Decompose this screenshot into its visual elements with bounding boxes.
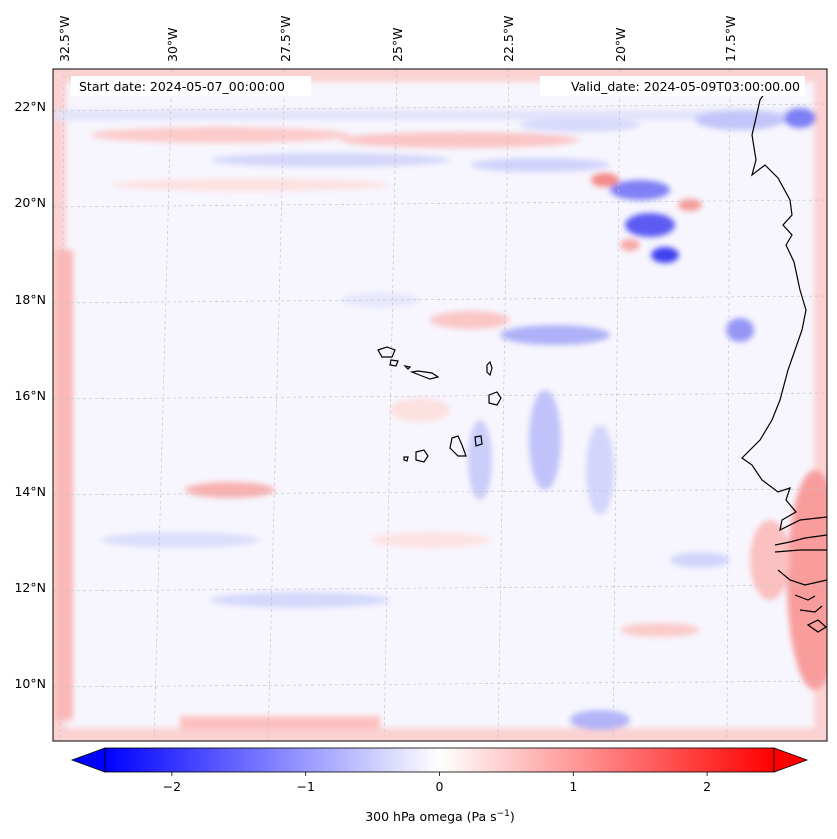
colorbar-label-exponent: −1 [497, 809, 510, 819]
island-maio [474, 435, 483, 447]
start-date-label: Start date: 2024-05-07_00:00:00 [79, 79, 285, 94]
omega-field [53, 69, 827, 741]
colorbar-extend-high [773, 747, 809, 773]
field-patch [430, 311, 510, 329]
lat-label-14n: 14°N [14, 484, 46, 499]
meridian-22-5w [497, 69, 510, 741]
field-patch [784, 108, 816, 128]
field-patch [340, 292, 420, 308]
guinea-bissau-coastline [777, 569, 827, 633]
gambia-coastline [774, 534, 827, 553]
field-patch [695, 110, 785, 130]
field-patch [678, 199, 702, 211]
start-date-box [71, 76, 311, 96]
island-brava [403, 456, 409, 462]
valid-date-box [540, 76, 805, 96]
field-south-edge [180, 716, 380, 730]
field-patch [726, 318, 754, 342]
lon-label-27-5w: 27.5°W [278, 16, 293, 62]
field-patch [651, 247, 679, 263]
colorbar-tick-label: 2 [703, 779, 711, 794]
lat-label-10n: 10°N [14, 676, 46, 691]
field-patch [750, 520, 790, 600]
island-sao-vicente [389, 359, 399, 367]
field-patch [100, 532, 260, 548]
lon-label-20w: 20°W [613, 27, 628, 62]
island-sal [486, 360, 493, 377]
map-frame [52, 68, 828, 742]
colorbar-ticks [171, 772, 708, 776]
african-coastline [741, 84, 827, 532]
colorbar-label: 300 hPa omega (Pa s−1) [365, 809, 515, 824]
colorbar: −2 −1 0 1 2 300 hPa omega (Pa s−1) [70, 747, 809, 824]
colorbar-ramp [104, 747, 775, 773]
field-patch [370, 532, 490, 548]
field-patch [625, 213, 675, 237]
coastlines [377, 84, 827, 633]
colorbar-tick-label: 0 [436, 779, 444, 794]
meridian-25w [383, 69, 398, 741]
field-patch [591, 173, 619, 187]
island-santa-luzia [403, 365, 412, 370]
lat-label-16n: 16°N [14, 388, 46, 403]
meridian-27-5w [267, 69, 286, 741]
field-patch [529, 390, 561, 490]
lat-label-12n: 12°N [14, 580, 46, 595]
field-patch [586, 425, 614, 515]
field-patch [468, 420, 492, 500]
colorbar-tick-labels: −2 −1 0 1 2 [163, 779, 711, 794]
meridian-17-5w [726, 69, 731, 741]
colorbar-tick-label: −2 [163, 779, 181, 794]
island-santiago [449, 435, 467, 457]
island-boa-vista [488, 391, 502, 406]
lon-label-25w: 25°W [390, 27, 405, 62]
map-panel: Start date: 2024-05-07_00:00:00 Valid_da… [52, 68, 828, 742]
longitude-labels: 32.5°W 30°W 27.5°W 25°W 22.5°W 20°W 17.5… [57, 16, 738, 62]
field-patch [787, 470, 827, 690]
field-patch [570, 710, 630, 730]
field-patch [520, 118, 640, 132]
colorbar-extend-low [70, 747, 106, 773]
lon-label-17-5w: 17.5°W [723, 16, 738, 62]
latitude-labels: 22°N 20°N 18°N 16°N 14°N 12°N 10°N [14, 99, 46, 691]
field-patch [620, 239, 640, 251]
field-patch [340, 132, 580, 148]
colorbar-label-suffix: ) [510, 809, 515, 824]
field-patch [210, 153, 450, 167]
colorbar-tick-label: 1 [569, 779, 577, 794]
field-patch [620, 623, 700, 637]
lon-label-30w: 30°W [165, 27, 180, 62]
valid-date-label: Valid_date: 2024-05-09T03:00:00.00 [571, 79, 800, 94]
field-patch [470, 158, 610, 172]
island-fogo [415, 449, 429, 463]
field-north-band [55, 110, 795, 120]
island-sao-nicolau [409, 370, 440, 380]
field-patch [210, 592, 390, 608]
field-patch [390, 398, 450, 422]
colorbar-label-prefix: 300 hPa omega (Pa s [365, 809, 496, 824]
colorbar-tick-label: −1 [296, 779, 314, 794]
field-west-edge [55, 250, 73, 720]
island-santo-antao [377, 346, 396, 358]
field-patch [670, 552, 730, 568]
meridian-32-5w [59, 69, 65, 741]
lat-label-18n: 18°N [14, 292, 46, 307]
lat-label-20n: 20°N [14, 195, 46, 210]
field-patch [500, 325, 610, 345]
lon-label-32-5w: 32.5°W [57, 16, 72, 62]
graticule [53, 69, 827, 741]
field-patch [610, 180, 670, 200]
field-patch [110, 179, 390, 191]
meridian-20w [612, 69, 621, 741]
lon-label-22-5w: 22.5°W [501, 16, 516, 62]
field-patch [185, 482, 275, 498]
field-patch [90, 127, 350, 143]
lat-label-22n: 22°N [14, 99, 46, 114]
meridian-30w [153, 69, 173, 741]
